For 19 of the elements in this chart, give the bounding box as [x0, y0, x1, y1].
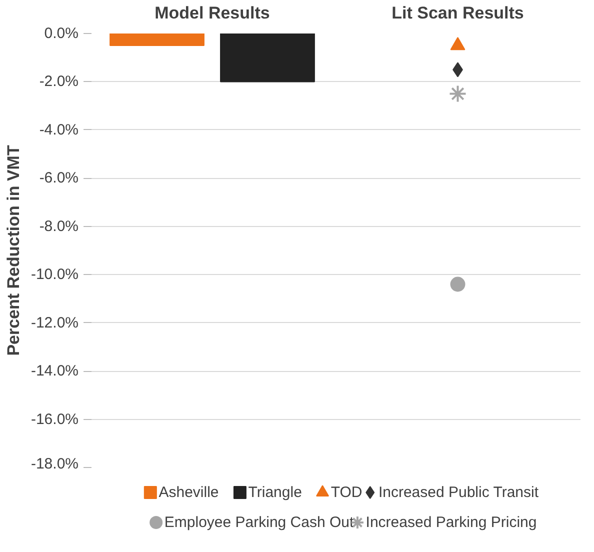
- y-tick-label: -8.0%: [39, 218, 79, 235]
- legend-label: Increased Public Transit: [378, 484, 540, 501]
- y-tick-label: -10.0%: [30, 266, 79, 284]
- legend-label: Asheville: [158, 484, 219, 501]
- y-tick-label: -4.0%: [39, 121, 79, 138]
- y-tick-label: -14.0%: [30, 362, 79, 380]
- legend-label: Triangle: [248, 484, 302, 501]
- y-tick-label: -18.0%: [30, 456, 79, 472]
- y-tick-label: 0.0%: [44, 25, 79, 42]
- legend-label: TOD: [330, 484, 362, 501]
- legend-label: Employee Parking Cash Out: [164, 514, 354, 531]
- y-tick-label: -6.0%: [39, 170, 79, 187]
- x-tick-label: Lit Scan Results: [392, 4, 524, 22]
- y-tick-label: -16.0%: [30, 410, 79, 428]
- y-axis-title: Percent Reduction in VMT: [4, 144, 23, 356]
- y-tick-label: -12.0%: [30, 314, 79, 332]
- legend-label: Increased Parking Pricing: [366, 514, 537, 531]
- x-tick-label: Model Results: [154, 4, 270, 22]
- y-tick-label: -2.0%: [39, 73, 79, 90]
